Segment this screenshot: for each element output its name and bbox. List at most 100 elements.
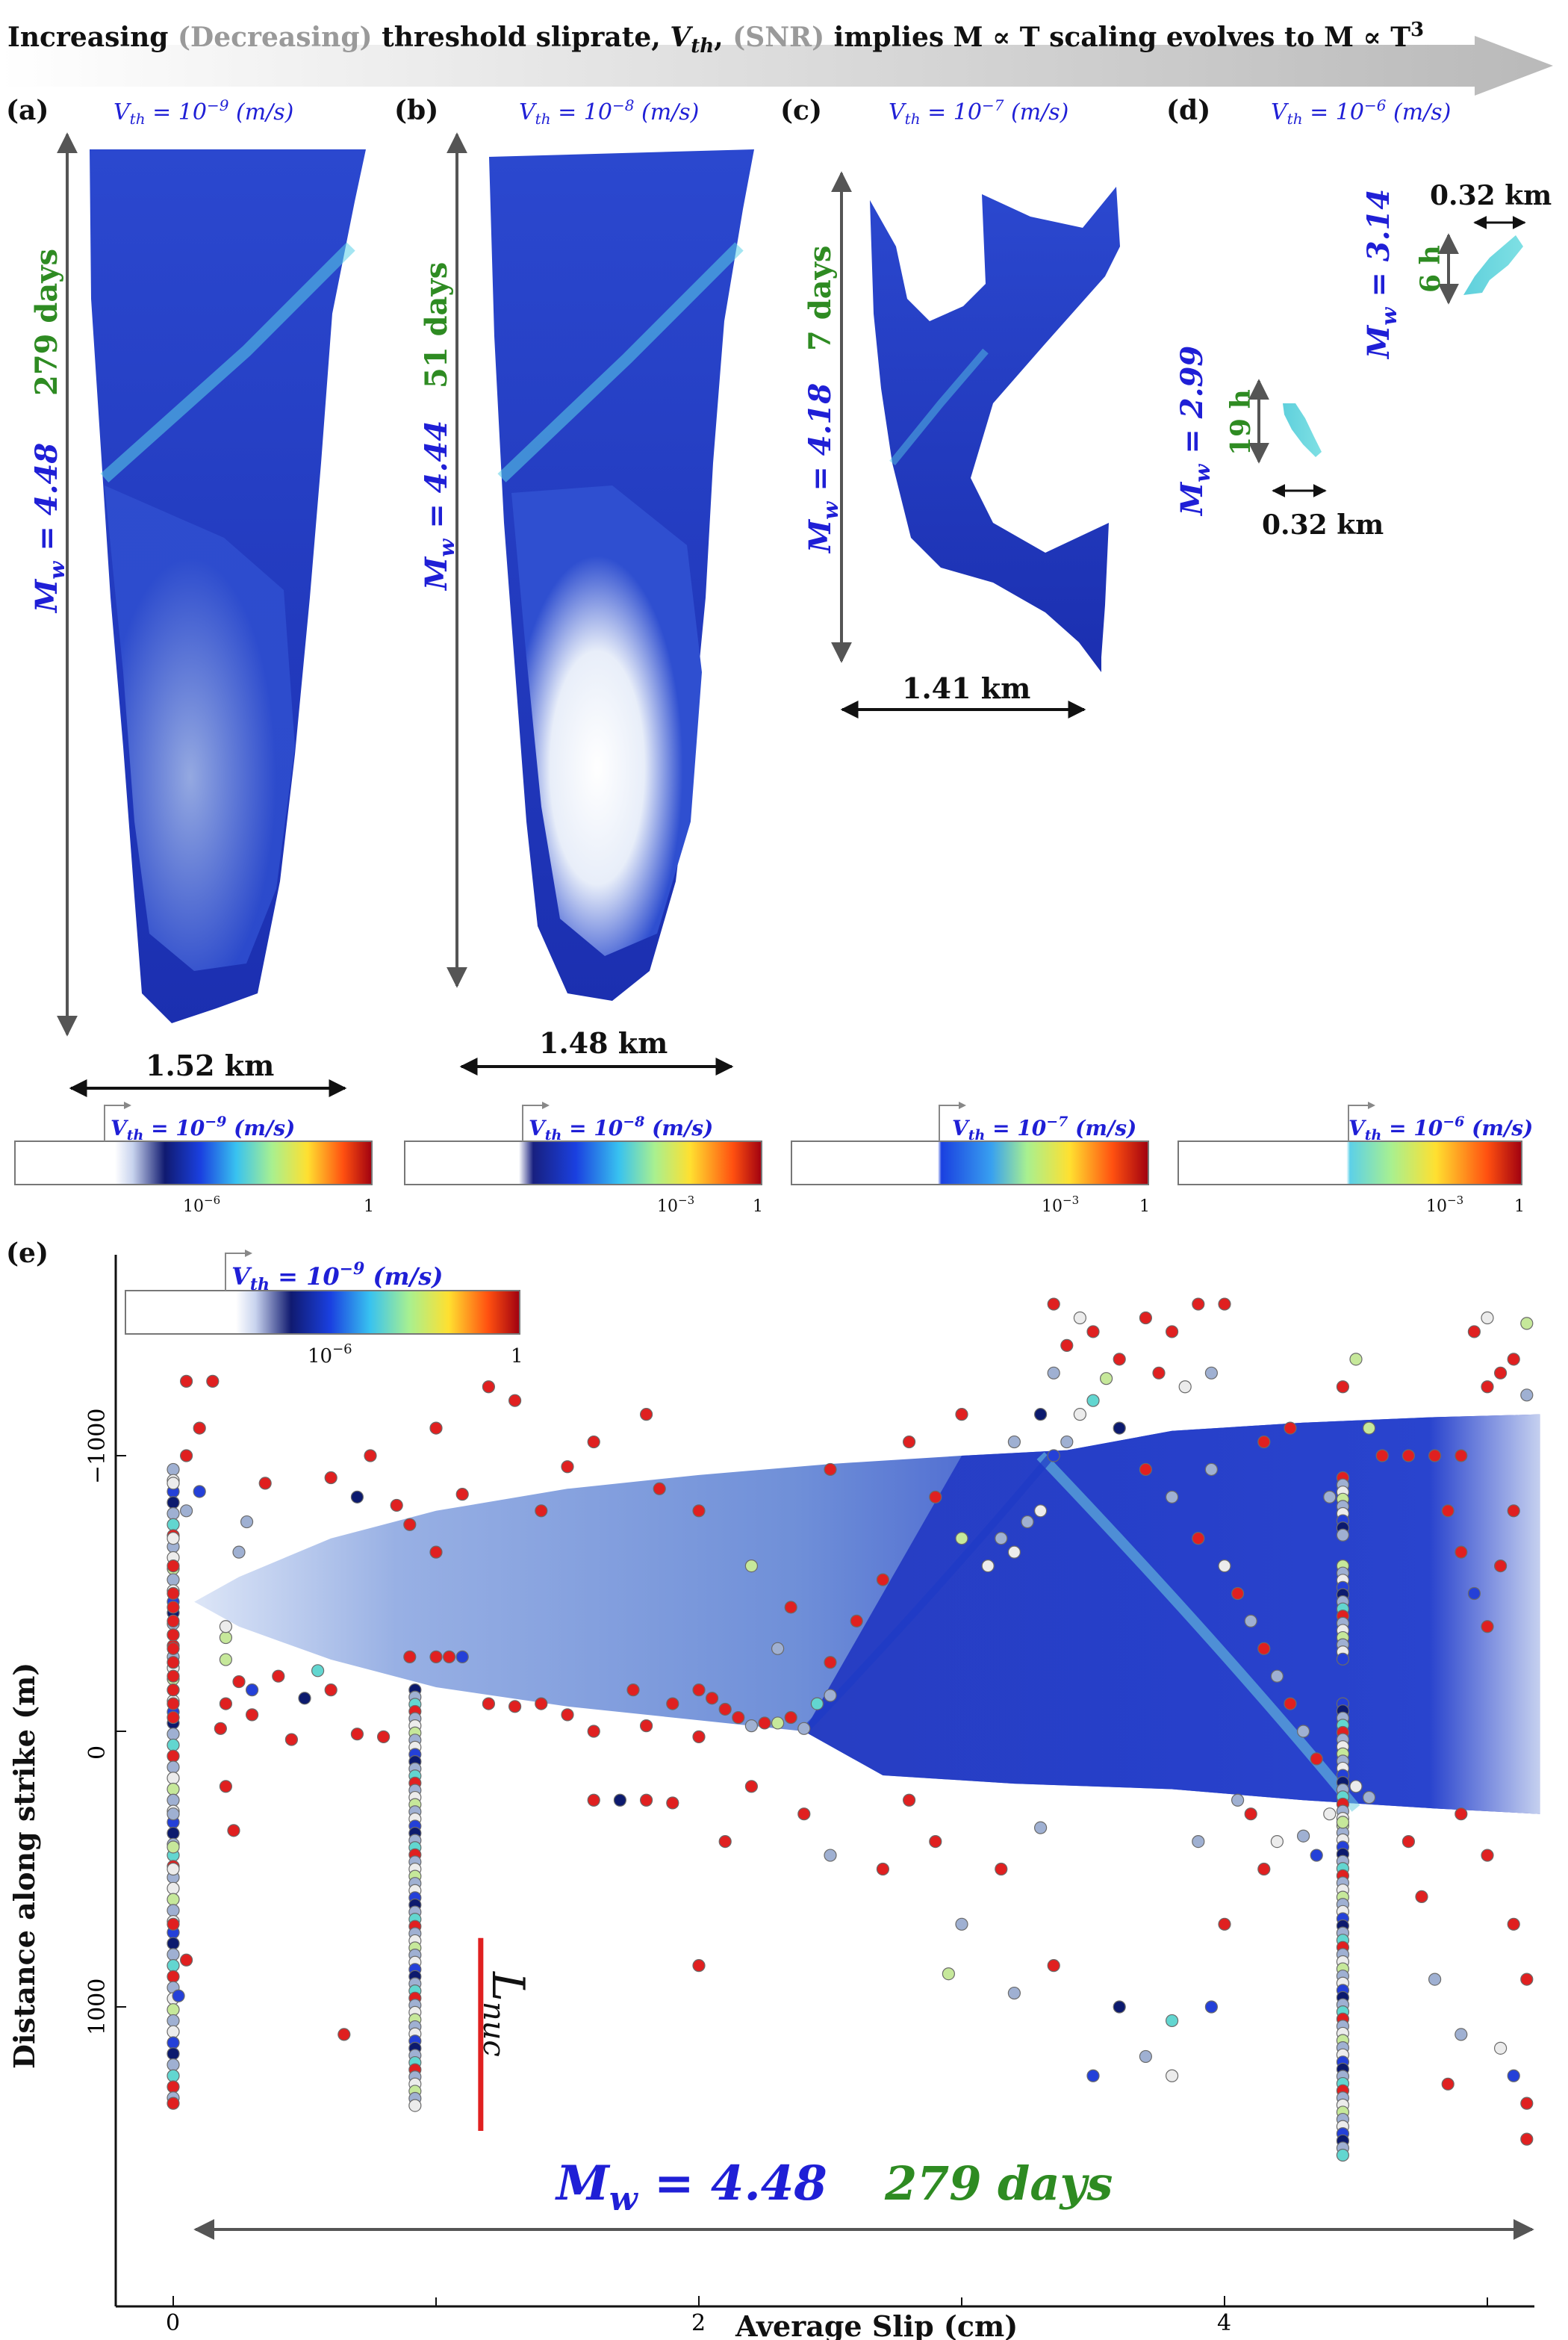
event-point [167, 1669, 180, 1683]
event-point [167, 2097, 180, 2110]
event-point [561, 1460, 574, 1474]
event-point [1047, 1449, 1060, 1462]
event-point [1401, 1449, 1416, 1462]
event-point [1178, 1380, 1192, 1394]
event-point [1455, 1807, 1468, 1821]
event-point [324, 1683, 337, 1697]
event-point [167, 1728, 180, 1741]
event-point [167, 2036, 180, 2049]
event-point [1192, 1532, 1205, 1545]
event-point [167, 1697, 180, 1710]
duration-label: 279 days [884, 2156, 1113, 2211]
event-point [429, 1650, 443, 1663]
event-point [1139, 1462, 1153, 1477]
event-point [167, 1601, 180, 1614]
event-point [995, 1532, 1008, 1545]
y-tick-label: 0 [84, 1745, 111, 1760]
event-point [784, 1710, 797, 1725]
event-point [1086, 1394, 1100, 1407]
event-point [1493, 1366, 1508, 1380]
event-point [167, 1642, 180, 1655]
event-point [167, 1881, 180, 1895]
event-point [587, 1725, 600, 1738]
event-point [167, 1793, 180, 1807]
event-point [219, 1697, 232, 1710]
colorbar-tick-end: 1 [1139, 1197, 1150, 1216]
event-point [219, 1780, 232, 1793]
duration-label: 7 days [803, 246, 838, 351]
event-point [442, 1650, 456, 1663]
event-point [692, 1683, 706, 1697]
event-point [1336, 1380, 1350, 1394]
header: Increasing (Decreasing) threshold slipra… [0, 19, 1553, 96]
event-point [219, 1653, 232, 1666]
event-point [535, 1697, 548, 1710]
event-point [1520, 1317, 1534, 1330]
event-point [167, 2058, 180, 2072]
event-point [732, 1710, 745, 1725]
event-point [311, 1664, 325, 1678]
event-point [167, 1862, 180, 1876]
colorbar-tick-mid: 10−3 [1042, 1194, 1079, 1216]
event-point [429, 1545, 443, 1559]
event-point [364, 1449, 377, 1462]
event-point [1033, 1504, 1048, 1518]
rupture-front-dark [801, 1450, 1057, 1734]
colorbar-tick-mid: 10−3 [1426, 1194, 1463, 1216]
colorbar-gradient [791, 1140, 1149, 1185]
event-point [1007, 1545, 1021, 1559]
event-point [1481, 1620, 1494, 1633]
event-point [1336, 2148, 1350, 2162]
event-point [172, 1989, 185, 2002]
width-label: 1.48 km [539, 1026, 668, 1060]
event-point [535, 1504, 548, 1518]
threshold-marker-arrowhead [1368, 1102, 1375, 1109]
event-point [1441, 1504, 1455, 1518]
event-point [797, 1722, 811, 1735]
event-point [167, 1807, 180, 1821]
event-point [246, 1708, 259, 1722]
magnitude-label: Mw = 2.99 [1175, 346, 1215, 517]
event-point [1323, 1490, 1337, 1503]
colorbar-tick-mid: 10−6 [183, 1194, 220, 1216]
panel-a: (a) Vth = 10−9 (m/s) Mw = 4.48 279 days … [6, 95, 366, 1097]
duration-label: 6 h [1415, 245, 1446, 293]
event-point [613, 1793, 627, 1807]
event-point [1362, 1421, 1376, 1435]
event-point [167, 1893, 180, 1906]
event-point [758, 1716, 771, 1730]
event-point [824, 1656, 837, 1669]
event-point [1165, 2014, 1179, 2028]
colorbar-tick-end: 1 [364, 1197, 374, 1216]
event-point [784, 1601, 797, 1614]
event-point [1007, 1986, 1021, 2000]
event-point [1152, 1366, 1166, 1380]
inset-colorbar: Vth = 10−9 (m/s) 10−6 1 [125, 1250, 523, 1368]
event-point [1481, 1380, 1494, 1394]
event-point [666, 1697, 679, 1710]
y-axis-label: Distance along strike (m) [7, 1663, 41, 2069]
event-point [1441, 2077, 1455, 2091]
event-point [718, 1835, 732, 1849]
event-point [1086, 1325, 1100, 1338]
panel-label: (d) [1166, 95, 1210, 126]
event-point [455, 1650, 469, 1663]
event-point [1336, 1652, 1350, 1666]
event-point [167, 1586, 180, 1601]
event-point [219, 1620, 232, 1633]
event-point [167, 1532, 180, 1545]
duration-label: 279 days [29, 249, 64, 396]
event-point [390, 1498, 403, 1512]
event-point [1520, 1973, 1534, 1986]
event-point [1310, 1849, 1323, 1862]
event-point [1204, 1462, 1219, 1477]
event-point [1401, 1835, 1416, 1849]
event-point [232, 1545, 246, 1559]
event-point [324, 1471, 337, 1485]
event-point [1323, 1807, 1337, 1821]
rupture-pale-zone-b [511, 485, 702, 956]
vth-label: Vth = 10−7 (m/s) [889, 96, 1068, 128]
event-point [744, 1780, 759, 1793]
event-point [1481, 1849, 1494, 1862]
